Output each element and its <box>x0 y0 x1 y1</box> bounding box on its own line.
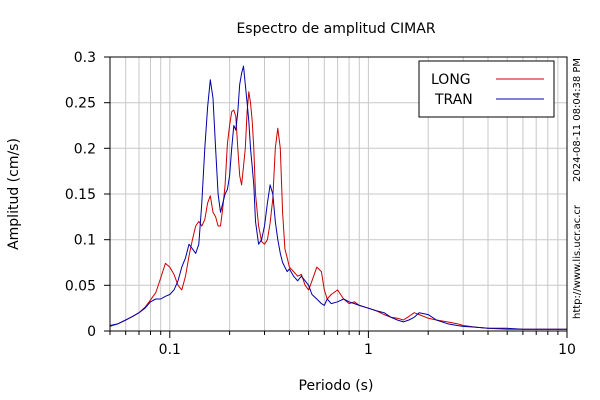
grid-lines <box>109 56 568 332</box>
x-tick-label: 0.1 <box>159 342 181 358</box>
axis-ticks: 0 0.05 0.1 0.15 0.2 0.25 0.3 0.1 1 10 <box>65 50 576 358</box>
y-tick-label: 0.15 <box>65 187 96 203</box>
x-tick-label: 10 <box>558 342 576 358</box>
x-axis-label: Periodo (s) <box>299 378 374 394</box>
y-tick-label: 0.05 <box>65 278 96 294</box>
legend-label-tran: TRAN <box>434 92 473 108</box>
series-line-tran <box>109 65 567 330</box>
y-axis-label: Amplitud (cm/s) <box>6 138 22 250</box>
legend: LONG TRAN <box>418 60 555 118</box>
x-tick-label: 1 <box>364 342 373 358</box>
y-tick-label: 0.3 <box>74 50 96 66</box>
y-tick-label: 0.25 <box>65 96 96 112</box>
y-tick-label: 0 <box>87 324 96 340</box>
y-tick-label: 0.1 <box>74 233 96 249</box>
timestamp-label: 2024-08-11 08:04:38 PM <box>572 58 583 182</box>
legend-box <box>418 60 555 118</box>
chart-title: Espectro de amplitud CIMAR <box>236 21 435 37</box>
legend-label-long: LONG <box>431 72 471 88</box>
series-lines <box>109 65 567 330</box>
series-line-long <box>109 91 567 330</box>
y-tick-label: 0.2 <box>74 141 96 157</box>
source-url-label: http://www.lis.ucr.ac.cr <box>572 204 583 319</box>
